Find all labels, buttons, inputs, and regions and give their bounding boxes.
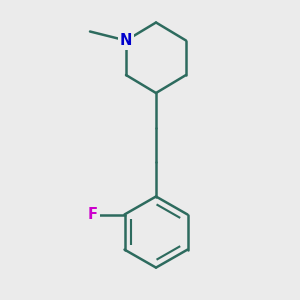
Text: N: N: [120, 33, 132, 48]
Text: F: F: [88, 207, 98, 222]
